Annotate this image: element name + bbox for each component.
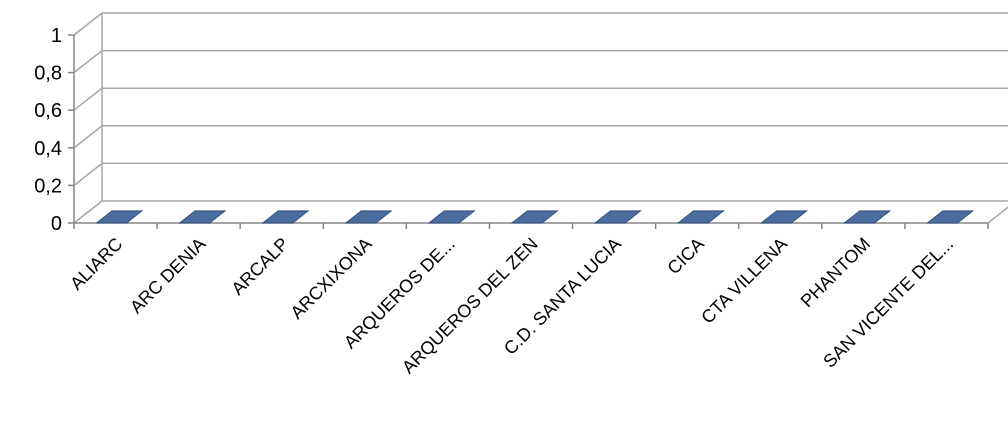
x-tick-label: PHANTOM [797,234,875,312]
gridline-side-segment [73,162,103,186]
bar [427,210,476,224]
bar [178,210,227,224]
y-tick-label: 1 [51,25,62,47]
gridline-side-segment [73,200,103,224]
gridline-side-segment [73,87,103,111]
gridline-side-segment [73,12,103,36]
y-tick-label: 0,8 [34,63,62,85]
gridline-side-segment [73,125,103,149]
x-tick-label: CTA VILLENA [697,234,791,328]
floor-right-edge [987,206,1008,224]
bar [842,210,892,224]
x-tick-label: CICA [663,234,708,279]
gridline-side-segment [73,50,103,74]
y-tick-label: 0,4 [34,138,62,160]
x-tick-label: ARQUEROS DEL ZEN [398,234,542,378]
y-tick-label: 0,6 [34,100,62,122]
y-tick-label: 0 [51,213,62,235]
bar [926,210,975,224]
bar [344,210,393,224]
bar [510,210,559,224]
bar [95,210,144,224]
y-tick-label: 0,2 [34,175,62,197]
x-tick-label: ALIARC [66,234,126,294]
x-tick-label: ARC DENIA [126,234,209,317]
x-tick-label: ARCALP [227,234,292,299]
bar [676,210,726,224]
x-tick-label: ARCXIXONA [287,234,376,323]
bar [759,210,809,224]
bar [261,210,310,224]
bar [593,210,642,224]
